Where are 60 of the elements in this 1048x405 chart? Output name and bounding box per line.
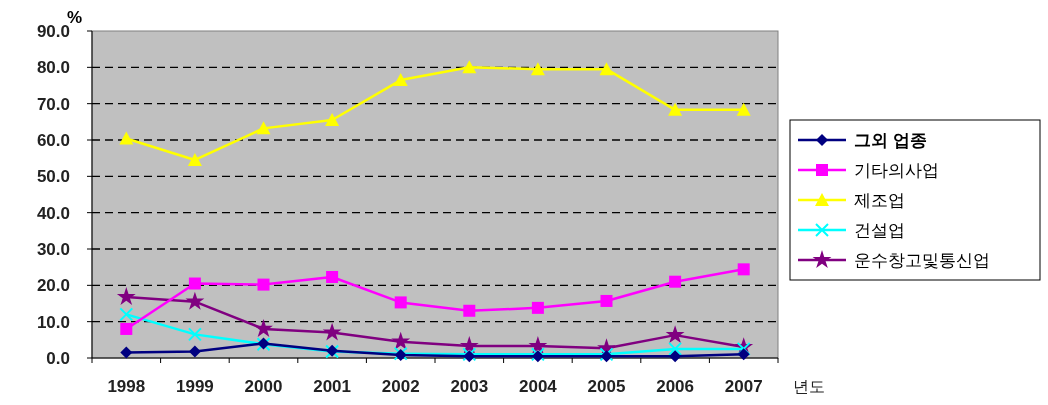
point xyxy=(668,341,683,356)
point xyxy=(188,277,201,290)
y-tick-label: 80.0 xyxy=(36,58,70,78)
x-tick-label: 1999 xyxy=(175,377,214,396)
point xyxy=(322,322,342,341)
point xyxy=(120,346,133,359)
y-tick-label: 90.0 xyxy=(36,21,70,41)
point xyxy=(665,325,685,344)
y-tick-label: 50.0 xyxy=(36,167,70,187)
point xyxy=(257,278,270,291)
point xyxy=(187,152,202,166)
x-tick-label: 2004 xyxy=(518,377,558,396)
point xyxy=(600,294,613,307)
x-tick-label: 2002 xyxy=(381,377,420,396)
y-tick-label: 40.0 xyxy=(36,203,70,223)
x-tick-label: 2001 xyxy=(313,377,352,396)
legend-label: 기타의사업 xyxy=(854,160,939,180)
point xyxy=(187,327,202,342)
point xyxy=(669,275,682,288)
x-axis-title: 년도 xyxy=(793,378,825,395)
point xyxy=(528,336,548,355)
point xyxy=(256,121,271,135)
y-tick-label: 20.0 xyxy=(36,276,70,296)
legend-label: 건설업 xyxy=(854,220,905,240)
legend-label: 운수창고및통신업 xyxy=(854,250,990,270)
x-tick-label: 2005 xyxy=(587,377,626,396)
point xyxy=(737,348,750,361)
point xyxy=(116,287,136,305)
point xyxy=(326,270,339,283)
point xyxy=(119,131,134,145)
y-tick-label: 60.0 xyxy=(36,130,70,150)
point xyxy=(462,60,477,74)
point xyxy=(185,291,205,310)
point xyxy=(737,263,750,276)
point xyxy=(736,102,751,116)
point xyxy=(393,73,408,87)
x-tick-label: 2000 xyxy=(244,377,283,396)
x-tick-label: 1998 xyxy=(107,377,146,396)
point xyxy=(120,322,133,335)
x-tick-label: 2003 xyxy=(450,377,489,396)
x-tick-label: 2006 xyxy=(656,377,695,396)
point xyxy=(119,307,134,322)
point xyxy=(391,331,411,350)
legend-label: 그외 업종 xyxy=(854,130,927,150)
point xyxy=(463,304,476,317)
y-tick-label: 0.0 xyxy=(46,348,70,368)
point xyxy=(188,345,201,358)
point xyxy=(325,113,340,127)
y-tick-label: 10.0 xyxy=(36,312,70,332)
point xyxy=(530,62,545,76)
point xyxy=(736,341,751,356)
point xyxy=(599,62,614,76)
y-tick-label: 70.0 xyxy=(36,94,70,114)
legend-label: 제조업 xyxy=(854,190,905,210)
point xyxy=(394,296,407,309)
y-tick-label: 30.0 xyxy=(36,239,70,259)
point xyxy=(668,102,683,116)
x-tick-label: 2007 xyxy=(724,377,763,396)
point xyxy=(254,319,273,337)
point xyxy=(531,301,544,314)
